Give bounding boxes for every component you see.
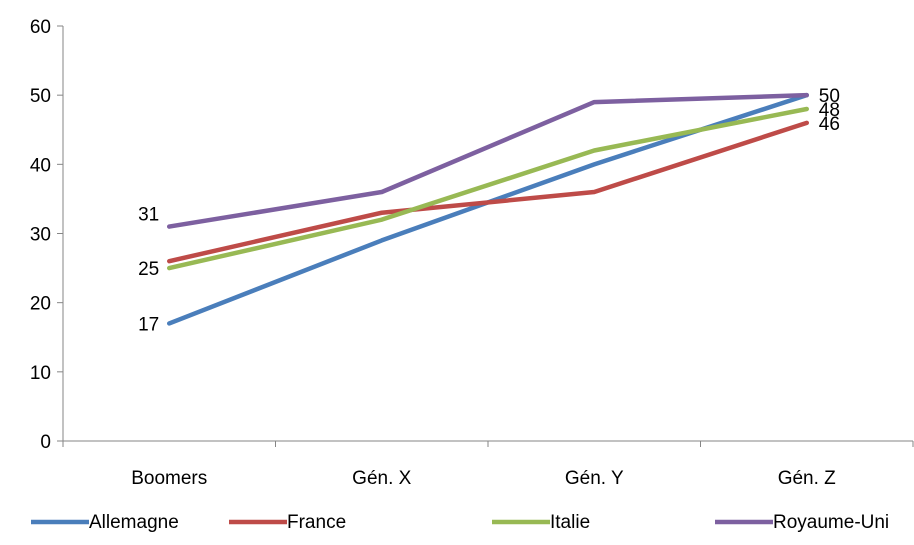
legend-label: Italie xyxy=(550,512,590,533)
legend: Allemagne France Italie Royaume-Uni xyxy=(31,512,889,533)
data-label: 25 xyxy=(138,259,159,280)
data-label: 31 xyxy=(138,205,159,226)
y-tick-label: 60 xyxy=(30,17,51,38)
y-tick-label: 10 xyxy=(30,363,51,384)
axes xyxy=(62,26,913,442)
y-tick-label: 30 xyxy=(30,225,51,246)
legend-item: Allemagne xyxy=(31,512,179,533)
legend-label: Royaume-Uni xyxy=(773,512,889,533)
series-line-italie xyxy=(167,106,809,271)
data-label: 48 xyxy=(819,100,840,121)
series-line-france xyxy=(167,120,809,264)
data-label: 50 xyxy=(819,86,840,107)
x-axis-ticks: Boomers Gén. X Gén. Y Gén. Z xyxy=(62,441,914,489)
legend-item: Royaume-Uni xyxy=(715,512,889,533)
data-label: 17 xyxy=(138,314,159,335)
x-tick-label: Gén. Z xyxy=(778,468,836,489)
x-tick-label: Gén. Y xyxy=(565,468,624,489)
y-axis-ticks: 0 10 20 30 40 50 60 xyxy=(30,17,63,453)
x-tick-label: Boomers xyxy=(131,468,207,489)
legend-item: Italie xyxy=(492,512,590,533)
y-tick-label: 20 xyxy=(30,294,51,315)
x-tick-label: Gén. X xyxy=(352,468,411,489)
data-label: 46 xyxy=(819,114,840,135)
y-tick-label: 50 xyxy=(30,86,51,107)
series-line-royaume-uni xyxy=(167,92,809,229)
y-tick-label: 40 xyxy=(30,155,51,176)
legend-label: Allemagne xyxy=(89,512,179,533)
legend-label: France xyxy=(287,512,346,533)
y-tick-label: 0 xyxy=(40,432,51,453)
series-lines xyxy=(167,92,809,326)
legend-item: France xyxy=(229,512,346,533)
